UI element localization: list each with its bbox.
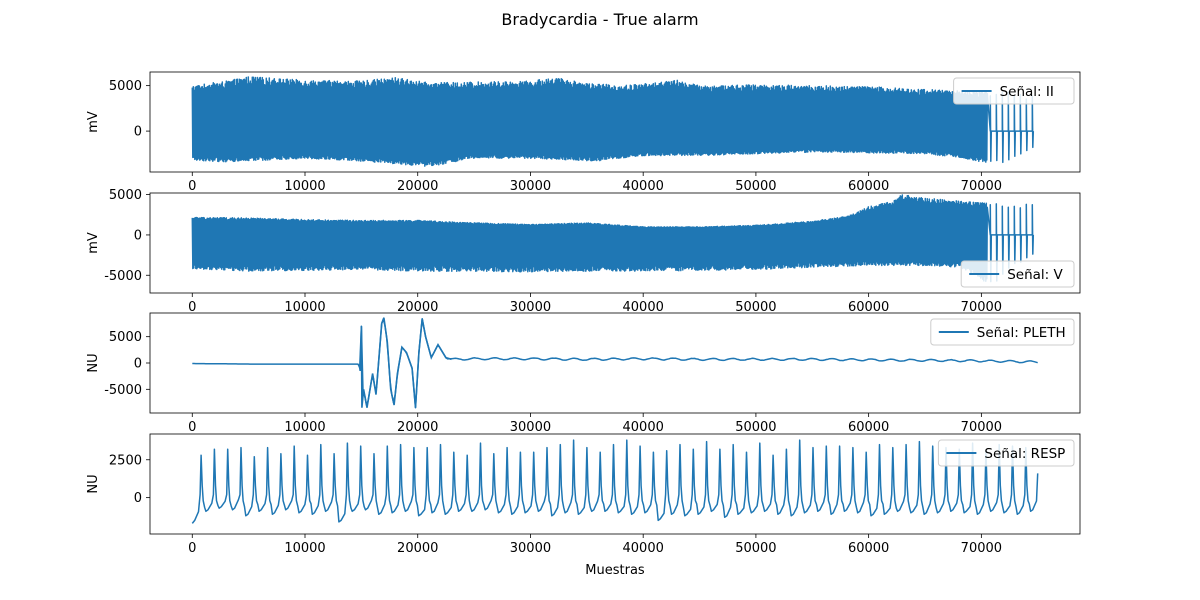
- x-tick-label: 30000: [510, 300, 551, 315]
- legend: Señal: II: [953, 77, 1075, 105]
- x-tick-label: 60000: [848, 541, 889, 556]
- series-line: [192, 318, 1038, 409]
- x-tick-label: 70000: [961, 541, 1002, 556]
- axes-frame: [149, 192, 1081, 294]
- x-tick-label: 50000: [735, 541, 776, 556]
- x-tick-label: 20000: [397, 300, 438, 315]
- subplots: 0 10000 20000 30000 40000 50000 60000 700000500…: [86, 71, 1081, 578]
- x-tick-label: 50000: [735, 420, 776, 435]
- legend-box: [960, 260, 1075, 288]
- x-tick-label: 50000: [735, 179, 776, 194]
- x-tick-label: 30000: [510, 179, 551, 194]
- x-tick-label: 40000: [623, 300, 664, 315]
- x-tick-label: 0: [188, 300, 196, 315]
- subplot-3: 0 10000 20000 30000 40000 50000 60000 70000-500…: [86, 312, 1081, 435]
- x-tick-label: 0: [188, 420, 196, 435]
- x-tick-label: 60000: [848, 420, 889, 435]
- x-tick-label: 10000: [284, 541, 325, 556]
- y-axis-label: NU: [86, 474, 101, 493]
- x-tick-label: 10000: [284, 420, 325, 435]
- x-tick-label: 70000: [961, 179, 1002, 194]
- x-tick-label: 70000: [961, 420, 1002, 435]
- y-tick-label: 0: [134, 491, 142, 506]
- legend-box: [953, 77, 1075, 105]
- legend: Señal: RESP: [937, 439, 1075, 467]
- legend-entry: Señal: RESP: [984, 446, 1065, 462]
- x-tick-label: 20000: [397, 420, 438, 435]
- x-tick-label: 70000: [961, 300, 1002, 315]
- x-tick-label: 40000: [623, 420, 664, 435]
- y-axis-label: mV: [86, 232, 101, 254]
- x-axis-label: Muestras: [585, 563, 645, 578]
- series-line: [191, 76, 1035, 167]
- y-tick-label: -5000: [104, 383, 142, 398]
- legend-entry: Señal: PLETH: [977, 325, 1066, 341]
- figure-title: Bradycardia - True alarm: [501, 10, 698, 29]
- x-tick-label: 30000: [510, 541, 551, 556]
- y-tick-label: 5000: [109, 79, 142, 94]
- x-tick-label: 40000: [623, 179, 664, 194]
- legend-entry: Señal: V: [1007, 267, 1063, 283]
- legend-box: [937, 439, 1075, 467]
- y-tick-label: 0: [134, 228, 142, 243]
- series-line: [191, 439, 1039, 524]
- x-tick-label: 40000: [623, 541, 664, 556]
- x-tick-label: 0: [188, 541, 196, 556]
- x-tick-label: 30000: [510, 420, 551, 435]
- legend: Señal: V: [960, 260, 1075, 288]
- axes-frame: [149, 71, 1081, 173]
- x-tick-label: 20000: [397, 179, 438, 194]
- x-tick-label: 60000: [848, 300, 889, 315]
- x-tick-label: 10000: [284, 179, 325, 194]
- x-tick-label: 0: [188, 179, 196, 194]
- series-line: [191, 194, 1035, 283]
- y-tick-label: -5000: [104, 269, 142, 284]
- x-tick-label: 50000: [735, 300, 776, 315]
- y-axis-label: NU: [86, 353, 101, 372]
- y-tick-label: 5000: [109, 188, 142, 203]
- legend-entry: Señal: II: [1000, 84, 1054, 100]
- y-tick-label: 0: [134, 125, 142, 140]
- legend-box: [930, 318, 1075, 346]
- y-tick-label: 0: [134, 357, 142, 372]
- subplot-4: 0 10000 20000 30000 40000 50000 60000 70000 0 250…: [86, 433, 1081, 578]
- subplot-2: 0 10000 20000 30000 40000 50000 60000 70000-500…: [86, 188, 1081, 315]
- y-tick-label: 5000: [109, 330, 142, 345]
- subplot-1: 0 10000 20000 30000 40000 50000 60000 70000 0 500…: [86, 71, 1081, 194]
- y-axis-label: mV: [86, 111, 101, 133]
- legend: Señal: PLETH: [930, 318, 1075, 346]
- x-tick-label: 10000: [284, 300, 325, 315]
- y-tick-label: 2500: [109, 453, 142, 468]
- x-tick-label: 20000: [397, 541, 438, 556]
- x-tick-label: 60000: [848, 179, 889, 194]
- axes-frame: [149, 433, 1081, 535]
